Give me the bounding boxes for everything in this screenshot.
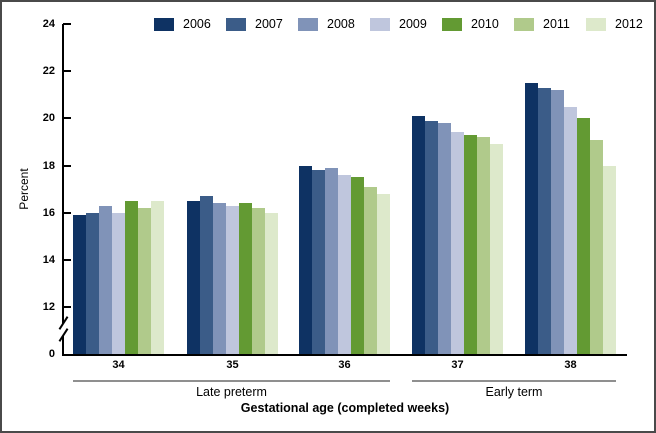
legend-label: 2008 — [327, 17, 355, 31]
y-tick-mark — [63, 164, 71, 167]
bar-37-2007 — [425, 120, 438, 354]
bar-36-2011 — [364, 186, 377, 354]
legend-label: 2010 — [471, 17, 499, 31]
y-tick-label: 20 — [42, 112, 55, 125]
bar-38-2010 — [577, 118, 590, 354]
y-tick-label: 12 — [42, 301, 55, 313]
legend-label: 2012 — [615, 17, 643, 31]
bar-37-2011 — [477, 137, 490, 354]
bar-38-2009 — [564, 106, 577, 354]
group-label: Late preterm — [196, 385, 267, 399]
legend-entry-2006: 2006 — [154, 17, 211, 31]
legend-entry-2010: 2010 — [442, 17, 499, 31]
y-tick-label: 18 — [42, 159, 55, 172]
legend-swatch-2010 — [442, 17, 462, 31]
bar-34-2011 — [138, 207, 151, 354]
y-tick-mark — [63, 117, 71, 120]
legend-entry-2008: 2008 — [298, 17, 355, 31]
legend-swatch-2011 — [514, 17, 534, 31]
legend-entry-2007: 2007 — [226, 17, 283, 31]
bar-37-2009 — [451, 132, 464, 354]
legend-swatch-2007 — [226, 17, 246, 31]
bar-36-2010 — [351, 177, 364, 354]
category-label: 35 — [226, 359, 239, 371]
bar-37-2006 — [412, 115, 425, 354]
bar-34-2012 — [151, 200, 164, 354]
y-axis-line-upper — [62, 24, 64, 324]
y-tick-mark — [63, 211, 71, 214]
legend-entry-2011: 2011 — [514, 17, 570, 31]
bar-34-2006 — [73, 215, 86, 354]
x-axis-line — [62, 354, 627, 356]
bar-35-2012 — [265, 212, 278, 354]
y-tick-mark — [63, 23, 71, 25]
bar-37-2010 — [464, 134, 477, 354]
bar-34-2009 — [112, 212, 125, 354]
bar-38-2012 — [603, 165, 616, 354]
legend-swatch-2012 — [586, 17, 606, 31]
legend-swatch-2009 — [370, 17, 390, 31]
legend-swatch-2006 — [154, 17, 174, 31]
category-label: 38 — [564, 359, 577, 371]
category-label: 37 — [451, 359, 464, 371]
bar-34-2007 — [86, 212, 99, 354]
group-underline — [412, 380, 616, 382]
bar-36-2007 — [312, 170, 325, 354]
bar-35-2009 — [226, 205, 239, 354]
x-axis-title: Gestational age (completed weeks) — [240, 401, 450, 415]
bar-35-2011 — [252, 207, 265, 354]
bar-35-2006 — [187, 200, 200, 354]
bar-34-2008 — [99, 205, 112, 354]
legend-entry-2009: 2009 — [370, 17, 427, 31]
y-tick-label: 22 — [42, 65, 55, 78]
legend-label: 2006 — [183, 17, 211, 31]
bar-36-2012 — [377, 193, 390, 354]
bar-34-2010 — [125, 200, 138, 354]
y-tick-label: 24 — [42, 18, 55, 30]
y-axis-line-lower — [62, 336, 64, 354]
group-underline — [73, 380, 390, 382]
category-label: 34 — [112, 359, 125, 371]
bar-37-2012 — [490, 144, 503, 354]
bar-38-2006 — [525, 82, 538, 354]
legend-swatch-2008 — [298, 17, 318, 31]
bar-36-2008 — [325, 167, 338, 354]
y-tick-mark — [63, 70, 71, 73]
legend-label: 2007 — [255, 17, 283, 31]
group-label: Early term — [485, 385, 543, 399]
legend-entry-2012: 2012 — [586, 17, 643, 31]
bar-38-2011 — [590, 139, 603, 354]
legend-label: 2011 — [543, 17, 570, 31]
bar-35-2010 — [239, 203, 252, 354]
bar-35-2007 — [200, 196, 213, 354]
y-tick-label: 0 — [48, 348, 55, 360]
bar-36-2009 — [338, 174, 351, 354]
y-tick-label: 14 — [42, 253, 55, 266]
chart-legend: 2006 2007 2008 2009 2010 2011 2012 — [2, 2, 654, 36]
bar-38-2008 — [551, 90, 564, 354]
y-tick-label: 16 — [42, 206, 55, 219]
legend-label: 2009 — [399, 17, 427, 31]
y-tick-mark — [63, 258, 71, 261]
bar-35-2008 — [213, 203, 226, 354]
bar-36-2006 — [299, 165, 312, 354]
bar-38-2007 — [538, 87, 551, 354]
y-tick-mark — [63, 306, 71, 308]
bar-37-2008 — [438, 123, 451, 354]
category-label: 36 — [338, 359, 351, 371]
